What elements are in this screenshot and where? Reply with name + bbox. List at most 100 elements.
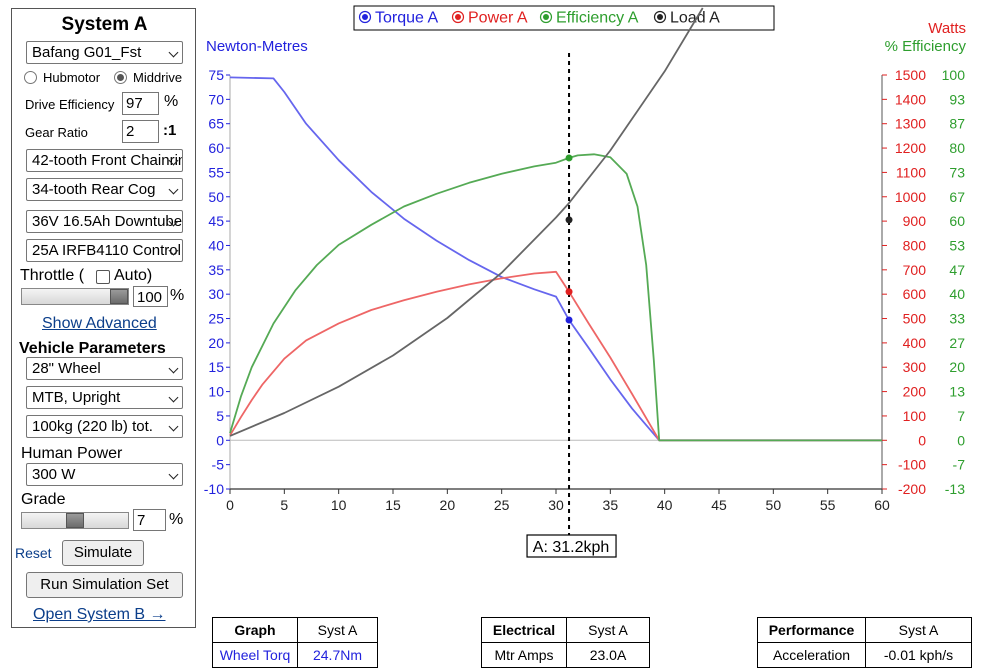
y-watts-tick-label: 1400 — [895, 91, 926, 107]
grade-slider[interactable] — [21, 512, 129, 529]
human-power-select[interactable]: 300 W — [26, 463, 183, 486]
wheel-value: 28" Wheel — [32, 360, 101, 377]
cursor-marker-dot — [565, 154, 573, 162]
legend-item-label[interactable]: Efficiency A — [556, 10, 639, 27]
y-efficiency-tick-label: 73 — [949, 164, 965, 180]
gear-ratio-input[interactable]: 2 — [122, 120, 159, 143]
chart-grid — [229, 75, 883, 490]
y-left-tick-label: 5 — [216, 408, 224, 424]
performance-table: Performance Syst A Acceleration -0.01 kp… — [757, 617, 972, 668]
y-efficiency-tick-label: 93 — [949, 91, 965, 107]
drive-efficiency-unit: % — [164, 93, 179, 110]
y-left-tick-label: 45 — [208, 213, 224, 229]
throttle-input[interactable]: 100 — [133, 286, 168, 307]
y-watts-tick-label: 1000 — [895, 189, 926, 205]
x-tick-label: 0 — [226, 497, 234, 513]
y-left-tick-label: 25 — [208, 311, 224, 327]
battery-select[interactable]: 36V 16.5Ah Downtube — [26, 210, 183, 233]
y-efficiency-tick-label: -13 — [945, 481, 965, 497]
rear-cog-select[interactable]: 34-tooth Rear Cog — [26, 178, 183, 201]
front-chainring-select[interactable]: 42-tooth Front Chainring — [26, 149, 183, 172]
cursor-marker-dot — [565, 316, 573, 324]
electrical-table-header: Electrical — [481, 617, 567, 643]
y-watts-tick-label: 600 — [903, 286, 927, 302]
y-watts-tick-label: 1100 — [896, 164, 926, 180]
gear-ratio-unit: :1 — [163, 122, 177, 139]
posture-select[interactable]: MTB, Upright — [26, 386, 183, 409]
x-tick-label: 60 — [874, 497, 890, 513]
grade-slider-handle[interactable] — [66, 513, 84, 528]
x-tick-label: 25 — [494, 497, 510, 513]
show-advanced-link[interactable]: Show Advanced — [42, 315, 157, 332]
left-axis-title: Newton-Metres — [206, 38, 308, 55]
cursor-marker-dot — [565, 216, 573, 224]
y-efficiency-tick-label: 80 — [949, 140, 965, 156]
auto-throttle-checkbox[interactable] — [96, 270, 110, 284]
y-left-tick-label: -5 — [212, 457, 225, 473]
y-left-tick-label: 10 — [208, 384, 224, 400]
middrive-label: Middrive — [133, 70, 183, 85]
drive-efficiency-label: Drive Efficiency — [25, 97, 115, 112]
efficiency-axis-title: % Efficiency — [885, 38, 967, 55]
throttle-slider-handle[interactable] — [110, 289, 128, 304]
motor-select-value: Bafang G01_Fst — [32, 44, 142, 61]
legend-item-label[interactable]: Power A — [468, 10, 528, 27]
legend-item-label[interactable]: Torque A — [375, 10, 438, 27]
y-left-tick-label: 65 — [208, 116, 224, 132]
y-efficiency-tick-label: 13 — [949, 384, 965, 400]
open-system-b-link[interactable]: Open System B → — [33, 606, 166, 623]
simulate-button[interactable]: Simulate — [62, 540, 144, 566]
wheel-select[interactable]: 28" Wheel — [26, 357, 183, 380]
y-left-tick-label: 35 — [208, 262, 224, 278]
legend-marker-dot — [543, 14, 549, 20]
x-tick-label: 30 — [548, 497, 564, 513]
cursor-speed-label: A: 31.2kph — [533, 539, 610, 556]
y-watts-tick-label: -100 — [898, 457, 926, 473]
power-line — [229, 270, 882, 442]
y-left-tick-label: 0 — [216, 432, 224, 448]
wheel-torque-value: 24.7Nm — [297, 642, 378, 668]
electrical-table: Electrical Syst A Mtr Amps 23.0A — [481, 617, 650, 668]
y-efficiency-tick-label: 47 — [949, 262, 965, 278]
wheel-torque-label[interactable]: Wheel Torq — [212, 642, 298, 668]
y-watts-tick-label: 200 — [903, 384, 927, 400]
y-watts-tick-label: 500 — [903, 311, 927, 327]
run-simulation-set-button[interactable]: Run Simulation Set — [26, 572, 183, 598]
y-efficiency-tick-label: 20 — [949, 359, 965, 375]
load-line — [229, 7, 704, 437]
legend-marker-dot — [657, 14, 663, 20]
performance-table-header: Performance — [757, 617, 866, 643]
drive-efficiency-input[interactable]: 97 — [122, 92, 159, 115]
y-watts-tick-label: 700 — [903, 262, 927, 278]
grade-input[interactable]: 7 — [133, 509, 166, 531]
y-efficiency-tick-label: -7 — [953, 457, 966, 473]
efficiency-line — [229, 153, 882, 442]
y-left-tick-label: 50 — [208, 189, 224, 205]
controller-select[interactable]: 25A IRFB4110 Controller — [26, 239, 183, 262]
y-watts-tick-label: 1200 — [895, 140, 926, 156]
acceleration-label[interactable]: Acceleration — [757, 642, 866, 668]
middrive-radio[interactable] — [114, 71, 127, 84]
motor-amps-label[interactable]: Mtr Amps — [481, 642, 567, 668]
y-left-tick-label: 15 — [208, 359, 224, 375]
x-tick-label: 45 — [711, 497, 727, 513]
y-left-tick-label: 40 — [208, 237, 224, 253]
acceleration-value: -0.01 kph/s — [865, 642, 972, 668]
reset-link[interactable]: Reset — [15, 545, 52, 561]
legend-item-label[interactable]: Load A — [670, 10, 720, 27]
motor-select[interactable]: Bafang G01_Fst — [26, 41, 183, 64]
human-power-label: Human Power — [21, 445, 123, 462]
throttle-slider[interactable] — [21, 288, 129, 305]
y-efficiency-tick-label: 100 — [942, 67, 966, 83]
weight-select[interactable]: 100kg (220 lb) tot. — [26, 415, 183, 438]
hubmotor-radio[interactable] — [24, 71, 37, 84]
y-watts-tick-label: 300 — [903, 359, 927, 375]
x-tick-label: 20 — [440, 497, 456, 513]
performance-table-system-header: Syst A — [865, 617, 972, 643]
legend-marker-dot — [362, 14, 368, 20]
posture-value: MTB, Upright — [32, 389, 121, 406]
x-tick-label: 10 — [331, 497, 347, 513]
y-left-tick-label: 60 — [208, 140, 224, 156]
simulation-chart[interactable]: Torque A Power A Efficiency A Load A Newton… — [0, 0, 985, 612]
y-efficiency-tick-label: 0 — [957, 432, 965, 448]
